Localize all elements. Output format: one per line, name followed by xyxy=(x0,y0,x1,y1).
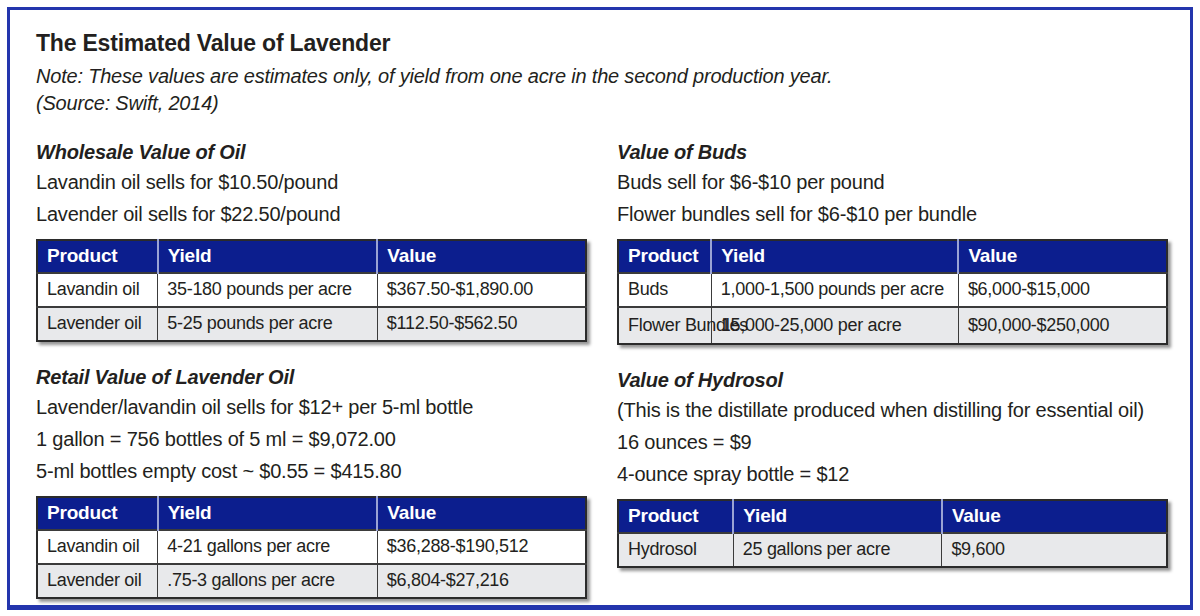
col-header-product: Product xyxy=(618,240,711,273)
cell-value: $90,000-$250,000 xyxy=(958,307,1167,344)
cell-value: $367.50-$1,890.00 xyxy=(377,273,586,307)
cell-yield: 5-25 pounds per acre xyxy=(158,307,378,341)
hydrosol-table: Product Yield Value Hydrosol 25 gallons … xyxy=(617,499,1168,568)
table-row: Lavender oil 5-25 pounds per acre $112.5… xyxy=(37,307,586,341)
text-line: Flower bundles sell for $6-$10 per bundl… xyxy=(617,198,1168,230)
text-line: 4-ounce spray bottle = $12 xyxy=(617,458,1168,490)
cell-value: $36,288-$190,512 xyxy=(377,530,586,564)
text-line: 1 gallon = 756 bottles of 5 ml = $9,072.… xyxy=(36,423,587,455)
col-header-yield: Yield xyxy=(711,240,958,273)
figure-frame: The Estimated Value of Lavender Note: Th… xyxy=(7,7,1193,610)
section-heading-hydrosol: Value of Hydrosol xyxy=(617,369,1168,392)
cell-product: Lavender oil xyxy=(37,307,158,341)
table-header-row: Product Yield Value xyxy=(618,500,1167,533)
col-header-yield: Yield xyxy=(733,500,942,533)
table-header-row: Product Yield Value xyxy=(37,240,586,273)
cell-product: Lavandin oil xyxy=(37,530,158,564)
col-header-product: Product xyxy=(37,497,158,530)
col-header-yield: Yield xyxy=(158,497,378,530)
section-retail-oil: Retail Value of Lavender Oil Lavender/la… xyxy=(36,366,587,599)
cell-product: Flower Bundles xyxy=(618,307,711,344)
cell-product: Buds xyxy=(618,273,711,307)
table-row: Lavandin oil 35-180 pounds per acre $367… xyxy=(37,273,586,307)
page: The Estimated Value of Lavender Note: Th… xyxy=(0,0,1200,616)
section-hydrosol: Value of Hydrosol (This is the distillat… xyxy=(617,369,1168,568)
cell-yield: 4-21 gallons per acre xyxy=(158,530,378,564)
cell-yield: 25 gallons per acre xyxy=(733,533,942,567)
col-header-value: Value xyxy=(942,500,1167,533)
cell-product: Hydrosol xyxy=(618,533,733,567)
text-line: Lavandin oil sells for $10.50/pound xyxy=(36,166,587,198)
cell-yield: 1,000-1,500 pounds per acre xyxy=(711,273,958,307)
text-line: (This is the distillate produced when di… xyxy=(617,394,1168,426)
cell-product: Lavender oil xyxy=(37,564,158,598)
table-row: Buds 1,000-1,500 pounds per acre $6,000-… xyxy=(618,273,1167,307)
text-line: 16 ounces = $9 xyxy=(617,426,1168,458)
note-text: Note: These values are estimates only, o… xyxy=(36,63,1168,90)
wholesale-oil-table: Product Yield Value Lavandin oil 35-180 … xyxy=(36,239,587,342)
col-header-value: Value xyxy=(377,497,586,530)
col-header-yield: Yield xyxy=(158,240,378,273)
page-title: The Estimated Value of Lavender xyxy=(36,30,1168,57)
col-header-product: Product xyxy=(37,240,158,273)
table-row: Lavender oil .75-3 gallons per acre $6,8… xyxy=(37,564,586,598)
table-row: Flower Bundles 15,000-25,000 per acre $9… xyxy=(618,307,1167,344)
col-header-value: Value xyxy=(958,240,1167,273)
right-column: Value of Buds Buds sell for $6-$10 per p… xyxy=(617,133,1168,599)
cell-yield: 35-180 pounds per acre xyxy=(158,273,378,307)
two-column-layout: Wholesale Value of Oil Lavandin oil sell… xyxy=(36,133,1168,599)
section-heading-wholesale-oil: Wholesale Value of Oil xyxy=(36,141,587,164)
table-header-row: Product Yield Value xyxy=(37,497,586,530)
cell-product: Lavandin oil xyxy=(37,273,158,307)
retail-oil-table: Product Yield Value Lavandin oil 4-21 ga… xyxy=(36,496,587,599)
table-row: Hydrosol 25 gallons per acre $9,600 xyxy=(618,533,1167,567)
text-line: Lavender oil sells for $22.50/pound xyxy=(36,198,587,230)
left-column: Wholesale Value of Oil Lavandin oil sell… xyxy=(36,133,587,599)
table-row: Lavandin oil 4-21 gallons per acre $36,2… xyxy=(37,530,586,564)
section-heading-buds: Value of Buds xyxy=(617,141,1168,164)
section-heading-retail-oil: Retail Value of Lavender Oil xyxy=(36,366,587,389)
text-line: Buds sell for $6-$10 per pound xyxy=(617,166,1168,198)
source-text: (Source: Swift, 2014) xyxy=(36,90,1168,117)
cell-value: $112.50-$562.50 xyxy=(377,307,586,341)
cell-value: $6,804-$27,216 xyxy=(377,564,586,598)
table-header-row: Product Yield Value xyxy=(618,240,1167,273)
section-wholesale-oil: Wholesale Value of Oil Lavandin oil sell… xyxy=(36,141,587,342)
col-header-product: Product xyxy=(618,500,733,533)
section-buds: Value of Buds Buds sell for $6-$10 per p… xyxy=(617,141,1168,345)
cell-yield: 15,000-25,000 per acre xyxy=(711,307,958,344)
col-header-value: Value xyxy=(377,240,586,273)
text-line: 5-ml bottles empty cost ~ $0.55 = $415.8… xyxy=(36,455,587,487)
cell-value: $6,000-$15,000 xyxy=(958,273,1167,307)
cell-yield: .75-3 gallons per acre xyxy=(158,564,378,598)
text-line: Lavender/lavandin oil sells for $12+ per… xyxy=(36,391,587,423)
cell-value: $9,600 xyxy=(942,533,1167,567)
buds-table: Product Yield Value Buds 1,000-1,500 pou… xyxy=(617,239,1168,345)
